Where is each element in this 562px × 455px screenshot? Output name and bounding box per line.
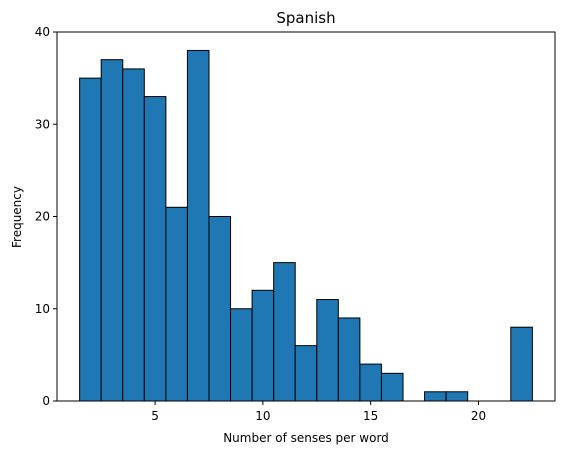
y-tick-label: 10 <box>35 302 50 316</box>
histogram-bar <box>122 68 145 402</box>
histogram-bar <box>100 59 124 402</box>
y-tick-label: 20 <box>35 210 50 224</box>
histogram-bar <box>445 391 469 402</box>
x-tick-label: 10 <box>255 409 270 423</box>
histogram-bar <box>294 345 318 402</box>
y-axis-label: Frequency <box>10 186 24 248</box>
histogram-bar <box>337 317 361 402</box>
bars-group <box>79 49 533 402</box>
histogram-bar <box>316 299 339 402</box>
y-tick-label: 0 <box>42 394 50 408</box>
histogram-bar <box>380 372 404 402</box>
histogram-bar <box>186 49 210 402</box>
histogram-bar <box>273 262 296 402</box>
histogram-bar <box>359 363 382 402</box>
chart-title: Spanish <box>276 9 335 27</box>
x-tick-label: 15 <box>363 409 378 423</box>
x-tick-label: 5 <box>151 409 159 423</box>
y-tick-label: 30 <box>35 117 50 131</box>
histogram-bar <box>143 96 167 402</box>
histogram-bar <box>79 77 102 402</box>
histogram-bar <box>230 308 253 402</box>
histogram-bar <box>208 216 232 402</box>
x-axis-ticks: 5 10 15 20 <box>151 401 486 423</box>
y-axis-ticks: 0 10 20 30 40 <box>35 25 57 408</box>
histogram-bar <box>165 206 188 402</box>
y-tick-label: 40 <box>35 25 50 39</box>
histogram-bar <box>251 289 275 402</box>
histogram-bar <box>510 326 533 402</box>
x-axis-label: Number of senses per word <box>223 431 389 445</box>
x-tick-label: 20 <box>471 409 486 423</box>
histogram-bar <box>424 391 447 402</box>
